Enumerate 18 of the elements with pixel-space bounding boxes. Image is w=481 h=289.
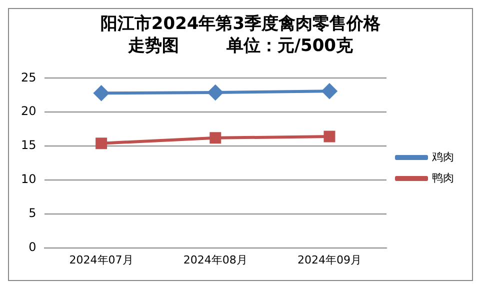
x-tick-label: 2024年08月 (183, 253, 248, 266)
point (96, 138, 108, 150)
x-tick-label: 2024年09月 (297, 253, 362, 266)
y-tick-label: 15 (20, 138, 36, 152)
y-tick-label: 0 (28, 240, 36, 254)
y-tick-label: 5 (28, 206, 36, 220)
point (94, 86, 109, 101)
point (208, 84, 223, 100)
legend-label: 鸡肉 (431, 150, 454, 164)
y-tick-label: 20 (20, 104, 36, 118)
x-tick-label: 2024年07月 (69, 253, 134, 266)
point (210, 132, 222, 144)
y-tick-label: 25 (20, 70, 36, 84)
chart-title: 阳江市2024年第3季度禽肉零售价格走势图 单位：元/500克 (99, 13, 382, 58)
point (324, 130, 336, 142)
point (322, 84, 337, 99)
y-tick-label: 10 (20, 172, 36, 186)
legend-label: 鸭肉 (432, 171, 454, 184)
